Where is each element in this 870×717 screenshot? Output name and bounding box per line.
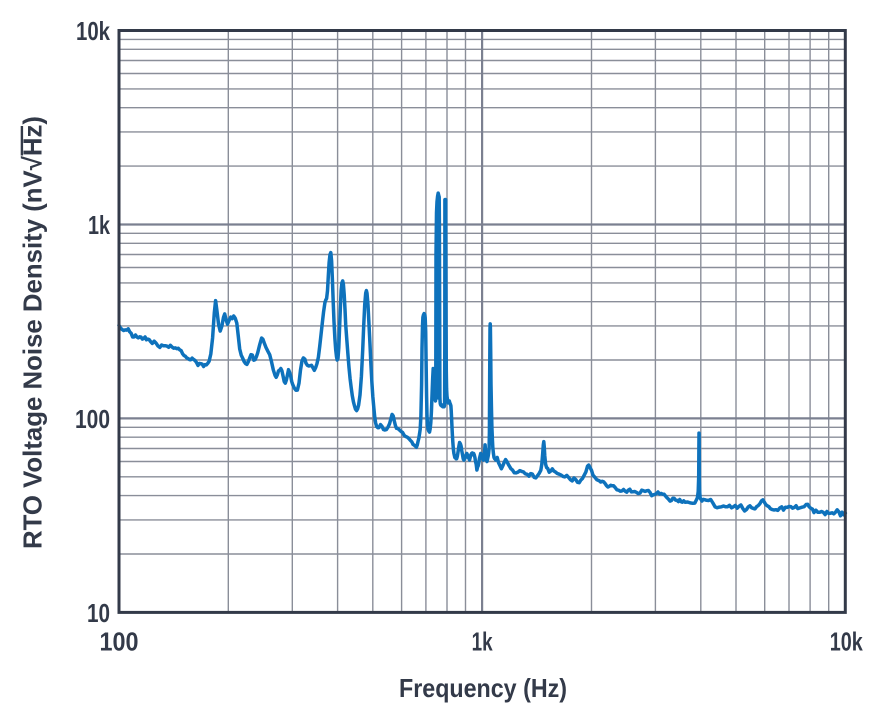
svg-text:1k: 1k — [472, 627, 493, 657]
svg-text:10: 10 — [87, 598, 110, 628]
svg-text:10k: 10k — [76, 16, 110, 46]
svg-text:100: 100 — [75, 404, 110, 434]
svg-text:1k: 1k — [88, 210, 110, 240]
svg-text:Frequency (Hz): Frequency (Hz) — [399, 673, 567, 703]
svg-text:RTO Voltage Noise Density (nV√: RTO Voltage Noise Density (nV√Hz) — [18, 116, 48, 549]
svg-text:10k: 10k — [830, 627, 863, 657]
svg-text:100: 100 — [100, 627, 139, 657]
